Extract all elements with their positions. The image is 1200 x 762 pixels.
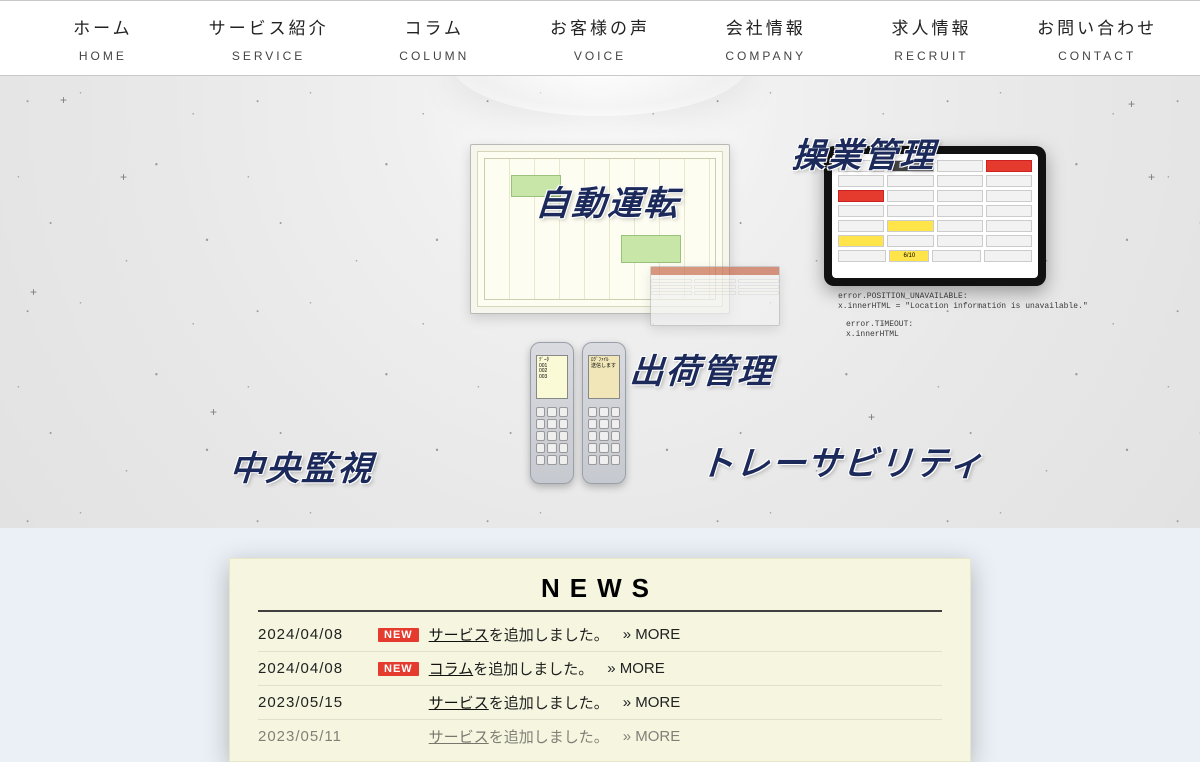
news-row: 2023/05/11 NEW サービスを追加しました。 MORE <box>258 720 942 753</box>
news-link[interactable]: サービス <box>429 729 489 746</box>
news-row: 2024/04/08 NEW サービスを追加しました。 MORE <box>258 618 942 652</box>
top-nav: ホーム HOME サービス紹介 SERVICE コラム COLUMN お客様の声… <box>0 0 1200 76</box>
code-snippet-b: error.TIMEOUT: x.innerHTML <box>846 320 913 341</box>
mock-scanner-right: ﾛｸﾞﾌｧｲﾙ送信します <box>582 342 626 484</box>
badge-new: NEW <box>378 628 419 642</box>
mock-scanner-left: ﾃﾞｰﾀ001002003 <box>530 342 574 484</box>
tick-icon: + <box>1148 171 1160 183</box>
news-card: NEWS 2024/04/08 NEW サービスを追加しました。 MORE 20… <box>229 558 971 762</box>
nav-en: COLUMN <box>355 49 513 63</box>
tick-icon: + <box>1128 98 1140 110</box>
nav-item-recruit[interactable]: 求人情報 RECRUIT <box>849 0 1015 77</box>
tick-icon: + <box>60 94 72 106</box>
nav-inner: ホーム HOME サービス紹介 SERVICE コラム COLUMN お客様の声… <box>20 1 1180 75</box>
news-more-link[interactable]: MORE <box>623 626 681 643</box>
nav-item-voice[interactable]: お客様の声 VOICE <box>517 0 683 77</box>
news-date: 2023/05/15 <box>258 694 368 711</box>
news-link[interactable]: サービス <box>429 695 489 712</box>
news-more-link[interactable]: MORE <box>623 728 681 745</box>
news-title: NEWS <box>258 573 942 612</box>
nav-item-column[interactable]: コラム COLUMN <box>351 0 517 77</box>
nav-item-service[interactable]: サービス紹介 SERVICE <box>186 0 352 77</box>
hero-label-ops: 操業管理 <box>790 128 937 177</box>
nav-en: CONTACT <box>1018 49 1176 63</box>
nav-en: VOICE <box>521 49 679 63</box>
nav-jp: コラム <box>355 14 513 39</box>
news-tail: を追加しました。 <box>489 729 609 746</box>
nav-jp: サービス紹介 <box>190 14 348 39</box>
nav-item-home[interactable]: ホーム HOME <box>20 0 186 77</box>
news-section: NEWS 2024/04/08 NEW サービスを追加しました。 MORE 20… <box>229 558 971 762</box>
nav-en: RECRUIT <box>853 49 1011 63</box>
hero-label-ship: 出荷管理 <box>628 344 775 393</box>
hero-label-trace: トレーサビリティ <box>698 436 987 485</box>
nav-en: SERVICE <box>190 49 348 63</box>
news-date: 2024/04/08 <box>258 626 368 643</box>
nav-en: COMPANY <box>687 49 845 63</box>
tick-icon: + <box>120 171 132 183</box>
nav-jp: ホーム <box>24 14 182 39</box>
tick-icon: + <box>868 411 880 423</box>
badge-new: NEW <box>378 662 419 676</box>
hero-label-auto: 自動運転 <box>534 176 681 225</box>
hero-label-center: 中央監視 <box>228 441 375 490</box>
news-row: 2024/04/08 NEW コラムを追加しました。 MORE <box>258 652 942 686</box>
tick-icon: + <box>30 286 42 298</box>
news-link[interactable]: サービス <box>429 627 489 644</box>
news-date: 2024/04/08 <box>258 660 368 677</box>
nav-item-contact[interactable]: お問い合わせ CONTACT <box>1014 0 1180 77</box>
news-tail: を追加しました。 <box>473 661 593 678</box>
tick-icon: + <box>210 406 222 418</box>
news-row: 2023/05/15 NEW サービスを追加しました。 MORE <box>258 686 942 720</box>
news-more-link[interactable]: MORE <box>623 694 681 711</box>
news-tail: を追加しました。 <box>489 695 609 712</box>
nav-jp: お問い合わせ <box>1018 14 1176 39</box>
nav-item-company[interactable]: 会社情報 COMPANY <box>683 0 849 77</box>
nav-jp: お客様の声 <box>521 14 679 39</box>
news-tail: を追加しました。 <box>489 627 609 644</box>
hero: + + + + + + + 6/10 error.POSITION_UNAVAI… <box>0 76 1200 528</box>
news-link[interactable]: コラム <box>429 661 474 678</box>
news-more-link[interactable]: MORE <box>607 660 665 677</box>
nav-jp: 会社情報 <box>687 14 845 39</box>
nav-en: HOME <box>24 49 182 63</box>
nav-jp: 求人情報 <box>853 14 1011 39</box>
news-date: 2023/05/11 <box>258 728 368 745</box>
mock-subpanel <box>650 266 780 326</box>
hero-halo <box>450 76 750 116</box>
code-snippet-a: error.POSITION_UNAVAILABLE: x.innerHTML … <box>838 292 1088 313</box>
